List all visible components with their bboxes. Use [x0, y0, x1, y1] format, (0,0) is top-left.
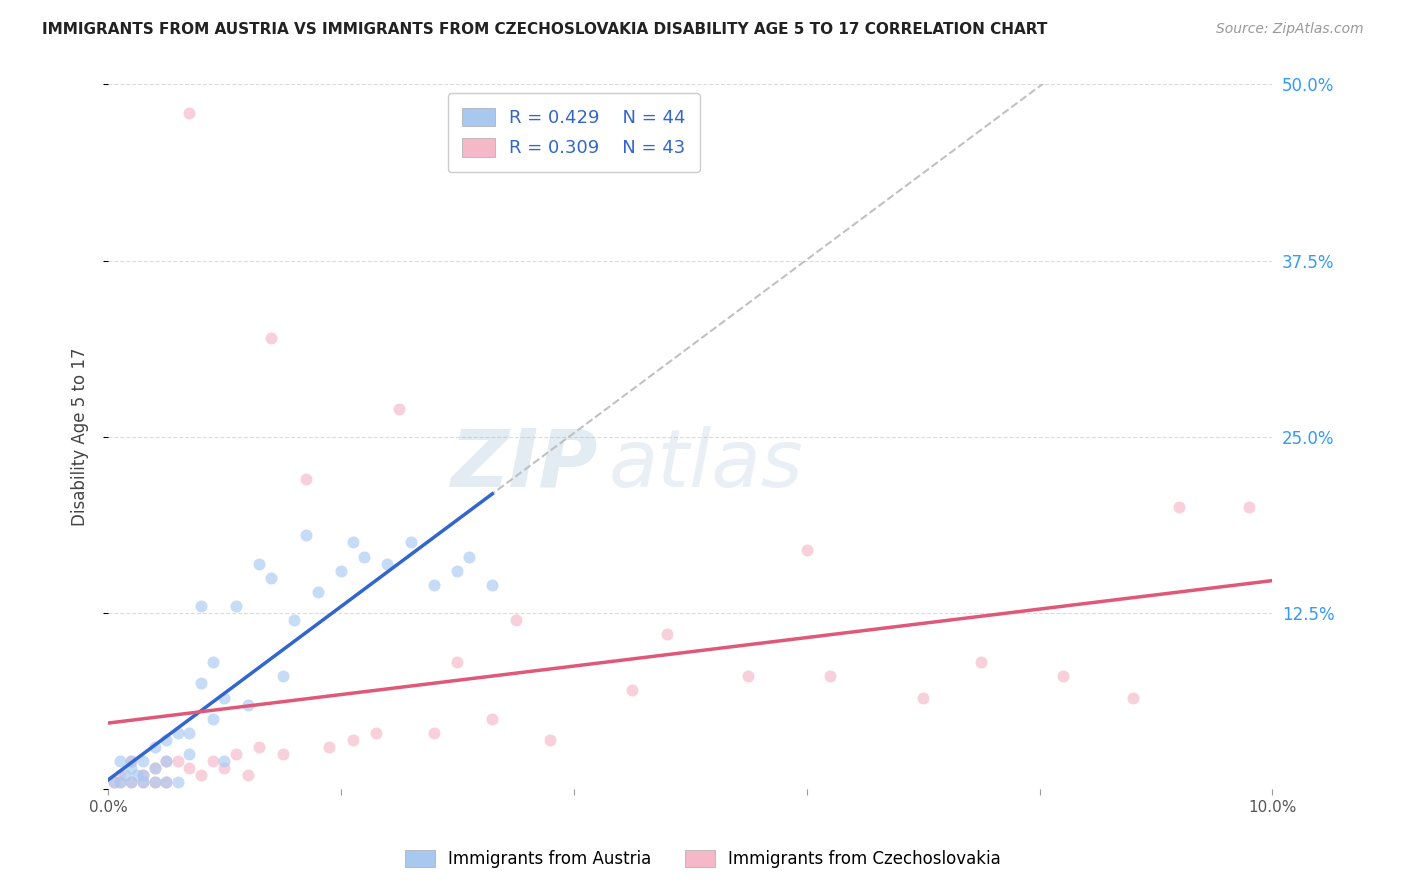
Point: [329, 564, 352, 578]
Point: [1052, 669, 1074, 683]
Point: [620, 683, 643, 698]
Point: [342, 732, 364, 747]
Point: [143, 739, 166, 754]
Point: [225, 599, 247, 613]
Point: [108, 754, 131, 768]
Point: [143, 775, 166, 789]
Point: [190, 599, 212, 613]
Point: [481, 712, 503, 726]
Point: [132, 768, 155, 782]
Point: [1122, 690, 1144, 705]
Point: [481, 578, 503, 592]
Point: [201, 754, 224, 768]
Point: [247, 739, 270, 754]
Point: [179, 725, 201, 739]
Point: [399, 535, 422, 549]
Point: [446, 655, 468, 669]
Point: [179, 747, 201, 761]
Point: [120, 775, 142, 789]
Point: [295, 528, 318, 542]
Point: [271, 669, 294, 683]
Point: [179, 105, 201, 120]
Point: [108, 768, 131, 782]
Point: [155, 754, 177, 768]
Point: [214, 690, 236, 705]
Point: [120, 754, 142, 768]
Point: [737, 669, 759, 683]
Point: [247, 557, 270, 571]
Legend: R = 0.429    N = 44, R = 0.309    N = 43: R = 0.429 N = 44, R = 0.309 N = 43: [447, 94, 700, 172]
Point: [155, 754, 177, 768]
Point: [388, 401, 411, 416]
Y-axis label: Disability Age 5 to 17: Disability Age 5 to 17: [72, 348, 89, 526]
Point: [214, 754, 236, 768]
Point: [143, 761, 166, 775]
Point: [132, 775, 155, 789]
Point: [318, 739, 340, 754]
Point: [458, 549, 481, 564]
Point: [796, 542, 818, 557]
Point: [103, 775, 125, 789]
Point: [166, 775, 188, 789]
Point: [120, 761, 142, 775]
Point: [260, 331, 283, 345]
Point: [236, 768, 259, 782]
Legend: Immigrants from Austria, Immigrants from Czechoslovakia: Immigrants from Austria, Immigrants from…: [398, 843, 1008, 875]
Point: [364, 725, 387, 739]
Point: [353, 549, 375, 564]
Point: [1237, 500, 1260, 515]
Point: [155, 775, 177, 789]
Point: [377, 557, 399, 571]
Point: [214, 761, 236, 775]
Point: [108, 775, 131, 789]
Point: [108, 775, 131, 789]
Point: [132, 768, 155, 782]
Point: [655, 627, 678, 641]
Text: atlas: atlas: [609, 426, 803, 504]
Text: IMMIGRANTS FROM AUSTRIA VS IMMIGRANTS FROM CZECHOSLOVAKIA DISABILITY AGE 5 TO 17: IMMIGRANTS FROM AUSTRIA VS IMMIGRANTS FR…: [42, 22, 1047, 37]
Point: [190, 676, 212, 690]
Point: [155, 775, 177, 789]
Point: [155, 732, 177, 747]
Point: [143, 761, 166, 775]
Point: [423, 725, 446, 739]
Point: [283, 613, 305, 627]
Point: [225, 747, 247, 761]
Point: [166, 754, 188, 768]
Point: [179, 761, 201, 775]
Point: [103, 775, 125, 789]
Point: [342, 535, 364, 549]
Point: [120, 754, 142, 768]
Point: [120, 775, 142, 789]
Point: [307, 584, 329, 599]
Point: [190, 768, 212, 782]
Point: [505, 613, 527, 627]
Text: Source: ZipAtlas.com: Source: ZipAtlas.com: [1216, 22, 1364, 37]
Point: [143, 775, 166, 789]
Point: [166, 725, 188, 739]
Point: [114, 768, 136, 782]
Point: [260, 571, 283, 585]
Point: [912, 690, 935, 705]
Point: [423, 578, 446, 592]
Point: [970, 655, 993, 669]
Point: [132, 775, 155, 789]
Point: [201, 712, 224, 726]
Point: [295, 472, 318, 486]
Point: [1168, 500, 1191, 515]
Point: [446, 564, 468, 578]
Text: ZIP: ZIP: [450, 426, 598, 504]
Point: [127, 768, 149, 782]
Point: [201, 655, 224, 669]
Point: [236, 698, 259, 712]
Point: [818, 669, 841, 683]
Point: [132, 754, 155, 768]
Point: [540, 732, 562, 747]
Point: [271, 747, 294, 761]
